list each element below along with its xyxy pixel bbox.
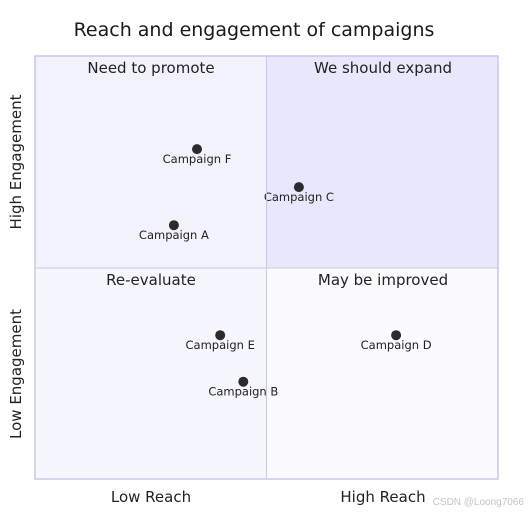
point-campaign-f [192, 144, 202, 155]
x-axis-label-high: High Reach [340, 488, 425, 506]
point-label-campaign-f: Campaign F [163, 152, 232, 166]
chart-title: Reach and engagement of campaigns [74, 19, 435, 41]
quadrant-bottom-left [35, 268, 267, 479]
quadrant-top-left [35, 56, 267, 268]
point-label-campaign-d: Campaign D [361, 338, 432, 352]
quadrant-top-right [266, 56, 498, 268]
point-campaign-c [293, 182, 304, 193]
quadrant-label-bottom-left: Re-evaluate [106, 271, 196, 289]
quadrant-label-top-right: We should expand [314, 59, 452, 77]
y-axis-label-low: Low Engagement [7, 309, 25, 439]
point-label-campaign-a: Campaign A [139, 228, 209, 242]
x-axis-label-low: Low Reach [111, 488, 191, 506]
point-label-campaign-c: Campaign C [264, 190, 334, 204]
point-campaign-e [215, 330, 226, 341]
y-axis-label-high: High Engagement [7, 94, 25, 229]
quadrant-bottom-right [266, 268, 498, 479]
data-points: Campaign A Campaign B Campaign C Campaign D… [139, 144, 432, 399]
watermark: CSDN @Loong7066 [432, 497, 524, 508]
point-label-campaign-e: Campaign E [186, 338, 255, 352]
point-campaign-a [168, 220, 179, 231]
point-campaign-d [391, 330, 402, 341]
quadrant-label-bottom-right: May be improved [318, 271, 448, 289]
point-campaign-b [238, 376, 249, 387]
point-label-campaign-b: Campaign B [208, 385, 278, 399]
quadrant-label-top-left: Need to promote [87, 59, 214, 77]
